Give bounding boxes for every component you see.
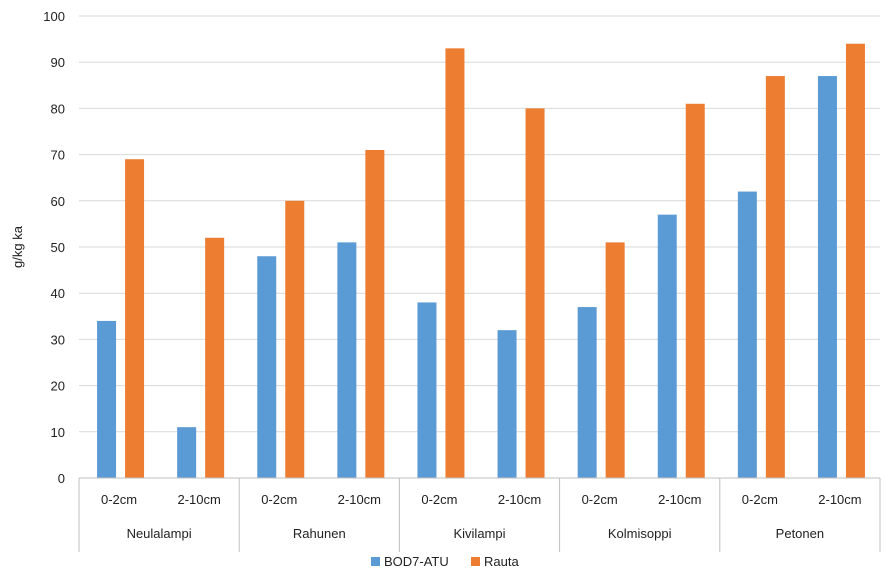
y-axis-ticks: 0 10 20 30 40 50 60 70 80 90 100 (43, 9, 65, 486)
x-group-label: Petonen (776, 526, 824, 541)
legend-swatch (371, 557, 380, 566)
bar-rauta-0 (125, 159, 145, 478)
x-tick-label: 0-2cm (421, 492, 457, 507)
x-tick-label: 2-10cm (177, 492, 220, 507)
bar-rauta-7 (685, 103, 705, 478)
y-tick-label: 40 (51, 286, 65, 301)
y-tick-label: 100 (43, 9, 65, 24)
y-tick-label: 90 (51, 55, 65, 70)
x-group-label: Kolmisoppi (608, 526, 672, 541)
bar-rauta-1 (205, 237, 225, 478)
gridlines (79, 15, 880, 433)
x-tick-label: 2-10cm (658, 492, 701, 507)
y-tick-label: 60 (51, 194, 65, 209)
y-tick-label: 80 (51, 101, 65, 116)
legend-label: Rauta (484, 554, 519, 569)
bar-bod7-atu-4 (417, 302, 437, 478)
bar-bod7-atu-7 (657, 214, 677, 478)
bar-rauta-5 (525, 108, 545, 479)
x-tick-label: 2-10cm (338, 492, 381, 507)
bar-rauta-9 (845, 43, 865, 478)
x-tick-label: 2-10cm (818, 492, 861, 507)
bar-bod7-atu-5 (497, 330, 517, 478)
bar-rauta-8 (765, 76, 785, 478)
legend-swatch (471, 557, 480, 566)
x-group-label: Neulalampi (127, 526, 192, 541)
bar-rauta-3 (365, 149, 385, 479)
bar-bod7-atu-2 (257, 256, 277, 478)
x-axis: 0-2cm 2-10cm 0-2cm 2-10cm 0-2cm 2-10cm 0-2cm 2-… (78, 477, 881, 552)
x-group-label: Rahunen (293, 526, 346, 541)
y-tick-label: 70 (51, 148, 65, 163)
bar-bod7-atu-0 (97, 320, 117, 478)
x-tick-label: 0-2cm (582, 492, 618, 507)
bar-rauta-6 (605, 242, 625, 478)
x-group-label: Kivilampi (453, 526, 505, 541)
bar-rauta-4 (445, 48, 465, 479)
x-tick-label: 0-2cm (261, 492, 297, 507)
legend-label: BOD7-ATU (384, 554, 449, 569)
y-tick-label: 10 (51, 425, 65, 440)
x-tick-label: 0-2cm (101, 492, 137, 507)
bar-bod7-atu-3 (337, 242, 357, 478)
bar-bod7-atu-9 (817, 76, 837, 478)
bar-bod7-atu-6 (577, 307, 597, 478)
bar-bod7-atu-8 (737, 191, 757, 478)
x-tick-label: 0-2cm (742, 492, 778, 507)
y-tick-label: 0 (58, 471, 65, 486)
x-tick-label: 2-10cm (498, 492, 541, 507)
y-tick-label: 20 (51, 379, 65, 394)
legend: BOD7-ATU Rauta (371, 554, 519, 569)
y-tick-label: 50 (51, 240, 65, 255)
bar-bod7-atu-1 (177, 427, 197, 478)
y-axis-title: g/kg ka (10, 225, 25, 268)
y-tick-label: 30 (51, 332, 65, 347)
bar-rauta-2 (285, 200, 305, 479)
bars (97, 43, 865, 479)
